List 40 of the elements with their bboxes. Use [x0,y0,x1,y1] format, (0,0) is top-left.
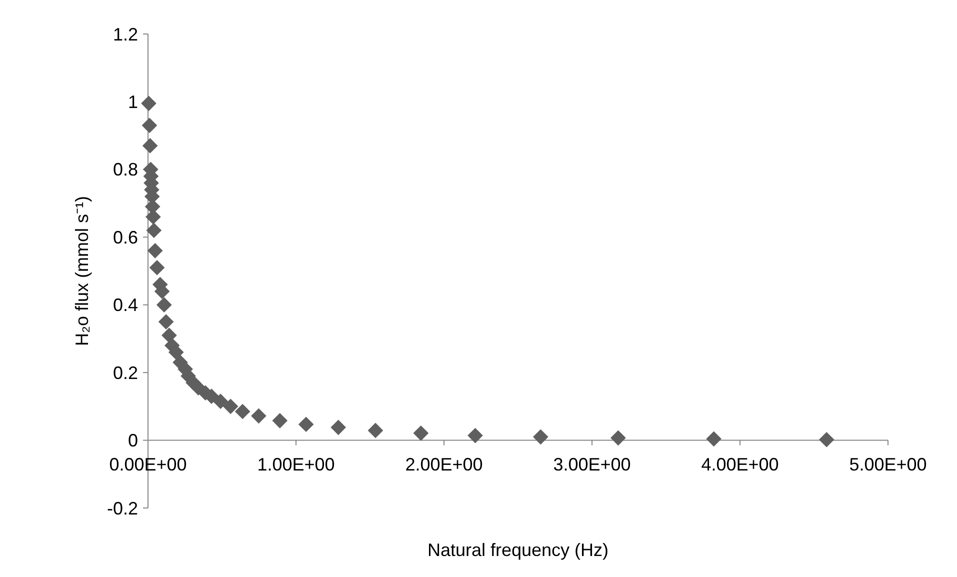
point [272,412,288,428]
y-tick-label: 1 [128,92,138,112]
x-tick-label: 0.00E+00 [109,454,187,474]
point [141,96,156,112]
point [330,420,346,436]
y-tick-label: -0.2 [106,498,138,518]
point [234,404,250,420]
point [212,394,228,410]
x-tick-label: 2.00E+00 [405,454,483,474]
x-tick-label: 5.00E+00 [849,454,927,474]
y-tick-label: 1.2 [112,24,138,44]
x-axis-title: Natural frequency (Hz) [427,540,609,560]
point [147,243,163,258]
point [142,138,158,154]
x-tick-label: 1.00E+00 [257,454,335,474]
point [142,118,158,134]
point [161,328,177,343]
point [532,429,548,445]
point [168,344,184,360]
point [368,422,384,438]
point [251,408,266,424]
point [146,222,162,238]
point [156,297,172,313]
y-tick-label: 0.8 [112,160,138,180]
point [298,416,314,432]
y-axis-title: H₂o flux (mmol s⁻¹) [72,196,92,346]
point [158,314,174,330]
point [468,428,483,444]
y-tick-label: 0 [128,430,138,451]
point [706,431,722,447]
point [413,426,429,441]
point [149,260,165,276]
x-tick-label: 4.00E+00 [701,454,779,474]
x-tick-label: 3.00E+00 [553,454,631,474]
point [818,432,834,448]
y-tick-label: 0.6 [112,227,138,248]
y-tick-label: 0.4 [112,295,138,316]
point [610,430,626,446]
y-tick-label: 0.2 [112,362,138,383]
point [222,398,238,414]
